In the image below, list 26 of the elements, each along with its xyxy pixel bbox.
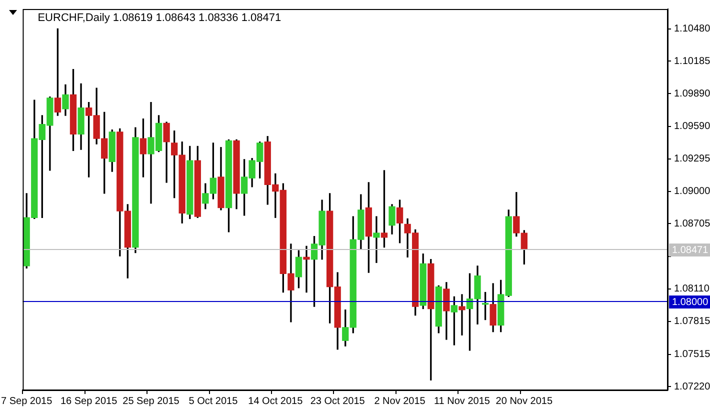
y-tick-label: 1.09295 (674, 154, 710, 165)
y-tick-label: 1.10185 (674, 56, 710, 67)
y-tick-label: 1.07515 (674, 349, 710, 360)
y-tick-label: 1.10480 (674, 24, 710, 35)
y-tick-label: 1.08705 (674, 218, 710, 230)
y-tick-label: 1.07220 (674, 381, 710, 392)
x-tick-label: 5 Oct 2015 (188, 396, 238, 407)
y-tick-label: 1.09590 (674, 121, 710, 132)
candlestick (373, 216, 380, 263)
x-tick-label: 11 Nov 2015 (434, 396, 490, 407)
ref-line-label: 1.08471 (672, 244, 709, 256)
x-tick-label: 7 Sep 2015 (1, 396, 53, 407)
x-tick-label: 2 Nov 2015 (374, 396, 426, 407)
x-tick-label: 16 Sep 2015 (60, 396, 118, 407)
candlestick (458, 294, 466, 336)
y-tick-label: 1.09890 (674, 88, 710, 100)
y-tick-label: 1.07815 (674, 316, 710, 328)
x-tick-label: 23 Oct 2015 (310, 396, 366, 407)
y-tick-label: 1.08110 (674, 284, 710, 295)
ref-line-label: 1.08000 (672, 296, 709, 308)
y-tick-label: 1.09000 (674, 186, 710, 198)
x-tick-label: 20 Nov 2015 (496, 396, 553, 407)
chart-title: EURCHF,Daily 1.08619 1.08643 1.08336 1.08471 (38, 12, 282, 24)
candlestick (303, 246, 310, 293)
x-tick-label: 25 Sep 2015 (122, 396, 180, 407)
x-tick-label: 14 Oct 2015 (248, 396, 304, 407)
